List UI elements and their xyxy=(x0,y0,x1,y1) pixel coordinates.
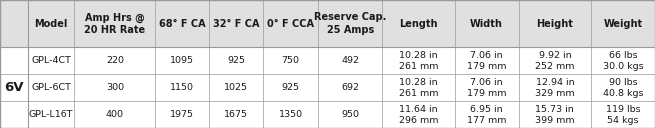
Text: GPL-4CT: GPL-4CT xyxy=(31,56,71,65)
Text: 10.28 in
261 mm: 10.28 in 261 mm xyxy=(399,51,438,71)
Text: 7.06 in
179 mm: 7.06 in 179 mm xyxy=(467,51,506,71)
Text: 10.28 in
261 mm: 10.28 in 261 mm xyxy=(399,78,438,98)
Text: 1675: 1675 xyxy=(224,110,248,119)
Bar xyxy=(28,47,655,74)
Text: 1095: 1095 xyxy=(170,56,195,65)
Bar xyxy=(0,0,655,47)
Text: 12.94 in
329 mm: 12.94 in 329 mm xyxy=(535,78,574,98)
Text: 0° F CCA: 0° F CCA xyxy=(267,19,314,29)
Text: 925: 925 xyxy=(282,83,299,92)
Bar xyxy=(0,47,28,128)
Text: Amp Hrs @
20 HR Rate: Amp Hrs @ 20 HR Rate xyxy=(84,12,145,35)
Text: 90 lbs
40.8 kgs: 90 lbs 40.8 kgs xyxy=(603,78,643,98)
Text: Height: Height xyxy=(536,19,573,29)
Text: 750: 750 xyxy=(282,56,299,65)
Text: 9.92 in
252 mm: 9.92 in 252 mm xyxy=(535,51,574,71)
Bar xyxy=(28,74,655,101)
Text: GPL-L16T: GPL-L16T xyxy=(29,110,73,119)
Text: 6.95 in
177 mm: 6.95 in 177 mm xyxy=(467,104,506,125)
Text: 68° F CA: 68° F CA xyxy=(159,19,206,29)
Bar xyxy=(28,101,655,128)
Text: 300: 300 xyxy=(106,83,124,92)
Text: 950: 950 xyxy=(341,110,359,119)
Text: GPL-6CT: GPL-6CT xyxy=(31,83,71,92)
Text: 692: 692 xyxy=(341,83,359,92)
Text: Width: Width xyxy=(470,19,503,29)
Text: 1025: 1025 xyxy=(224,83,248,92)
Text: 1975: 1975 xyxy=(170,110,195,119)
Text: 11.64 in
296 mm: 11.64 in 296 mm xyxy=(399,104,438,125)
Text: 492: 492 xyxy=(341,56,359,65)
Text: Reserve Cap.
25 Amps: Reserve Cap. 25 Amps xyxy=(314,13,386,35)
Text: 400: 400 xyxy=(106,110,124,119)
Text: 119 lbs
54 kgs: 119 lbs 54 kgs xyxy=(606,104,641,125)
Text: Weight: Weight xyxy=(603,19,643,29)
Text: 6V: 6V xyxy=(4,81,24,94)
Text: Length: Length xyxy=(399,19,438,29)
Text: 7.06 in
179 mm: 7.06 in 179 mm xyxy=(467,78,506,98)
Text: Model: Model xyxy=(34,19,67,29)
Text: 220: 220 xyxy=(106,56,124,65)
Text: 15.73 in
399 mm: 15.73 in 399 mm xyxy=(535,104,574,125)
Text: 1350: 1350 xyxy=(278,110,303,119)
Text: 32° F CA: 32° F CA xyxy=(213,19,259,29)
Text: 1150: 1150 xyxy=(170,83,195,92)
Text: 925: 925 xyxy=(227,56,245,65)
Text: 66 lbs
30.0 kgs: 66 lbs 30.0 kgs xyxy=(603,51,643,71)
